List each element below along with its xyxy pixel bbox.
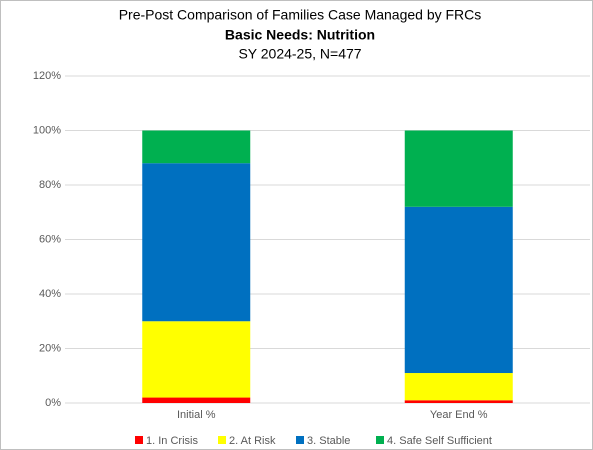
chart-subtitle: Basic Needs: Nutrition — [225, 27, 375, 43]
legend-label: 4. Safe Self Sufficient — [387, 435, 492, 447]
y-tick-label: 100% — [33, 124, 61, 136]
y-tick-label: 20% — [39, 342, 61, 354]
chart-title: Pre-Post Comparison of Families Case Man… — [119, 7, 482, 23]
bar-segment — [404, 400, 513, 403]
y-tick-label: 0% — [45, 397, 61, 409]
y-tick-label: 60% — [39, 233, 61, 245]
legend-swatch — [135, 436, 143, 444]
bar-segment — [142, 321, 251, 398]
chart-caption: SY 2024-25, N=477 — [238, 46, 361, 62]
legend-swatch — [296, 436, 304, 444]
legend-swatch — [218, 436, 226, 444]
bar-segment — [142, 397, 251, 403]
legend-label: 2. At Risk — [229, 435, 276, 447]
y-tick-label: 80% — [39, 179, 61, 191]
x-tick-label: Year End % — [430, 409, 488, 421]
legend-swatch — [376, 436, 384, 444]
bar-segment — [142, 130, 251, 164]
bar-segment — [142, 163, 251, 322]
bar-segment — [404, 206, 513, 374]
legend-label: 1. In Crisis — [146, 435, 198, 447]
bar-segment — [404, 130, 513, 207]
x-tick-label: Initial % — [177, 409, 216, 421]
y-tick-label: 120% — [33, 70, 61, 82]
bar-segment — [404, 373, 513, 401]
legend-label: 3. Stable — [307, 435, 350, 447]
y-tick-label: 40% — [39, 288, 61, 300]
